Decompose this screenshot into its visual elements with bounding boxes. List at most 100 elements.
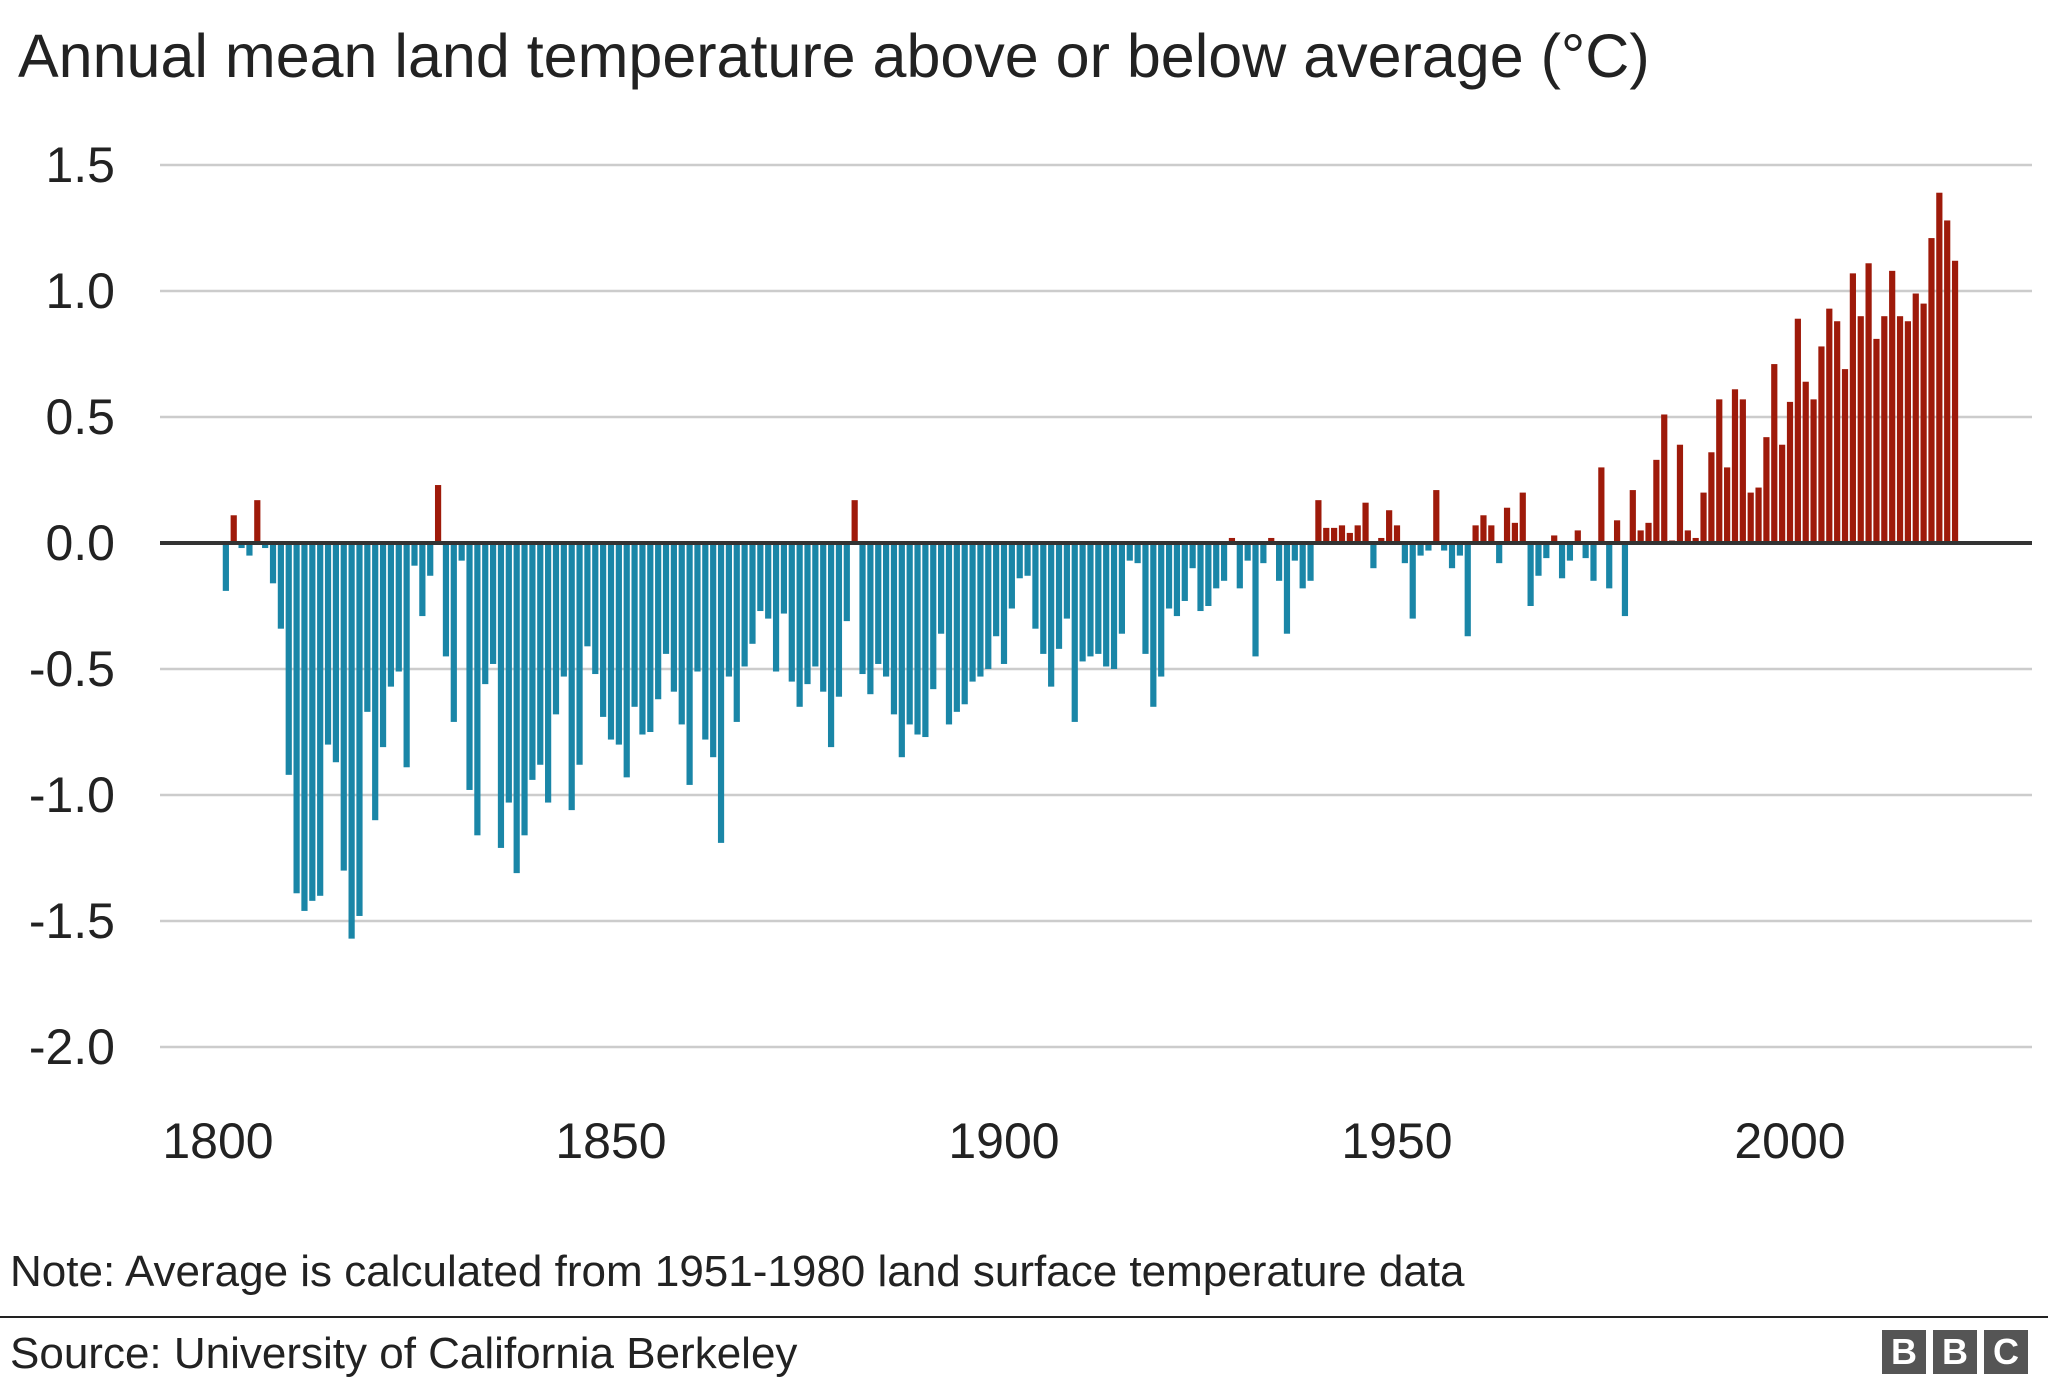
bar — [717, 543, 725, 843]
bar — [1896, 316, 1904, 543]
bar — [1810, 399, 1817, 543]
bar — [961, 543, 968, 705]
bar — [1598, 467, 1605, 543]
bar — [584, 543, 591, 647]
bar — [1048, 543, 1055, 687]
bar — [843, 543, 850, 622]
bbc-logo: B B C — [1882, 1330, 2028, 1374]
bar — [1590, 543, 1597, 581]
bar — [576, 543, 583, 765]
bar — [1731, 389, 1739, 543]
bar — [1283, 543, 1291, 634]
bar — [269, 543, 277, 584]
bar — [1511, 522, 1518, 543]
bar — [309, 543, 316, 901]
bar — [765, 543, 772, 619]
bar — [1000, 543, 1008, 664]
bar — [301, 543, 308, 911]
bar — [427, 543, 434, 576]
bar — [285, 543, 292, 775]
chart-title: Annual mean land temperature above or be… — [18, 22, 1650, 90]
bar — [1158, 543, 1165, 677]
bar — [820, 543, 827, 692]
bar — [230, 515, 237, 543]
bar — [1378, 537, 1385, 543]
bar — [1252, 543, 1259, 657]
bar — [1338, 525, 1346, 543]
bar — [1558, 543, 1566, 579]
bar — [1551, 535, 1558, 543]
bar — [332, 543, 339, 763]
y-axis-tick-labels: 1.5 1.0 0.5 0.0 -0.5 -1.0 -1.5 -2.0 — [29, 137, 115, 1075]
bar — [1519, 492, 1526, 543]
bar — [1433, 490, 1440, 543]
bar — [1944, 220, 1951, 543]
bar — [1503, 507, 1511, 543]
bar — [1362, 502, 1369, 543]
bar — [387, 543, 395, 687]
bar — [1401, 543, 1408, 564]
bar — [1244, 543, 1251, 561]
bar — [796, 543, 803, 707]
bar — [1708, 452, 1715, 543]
bar — [867, 543, 874, 695]
bar — [1268, 537, 1275, 543]
bar — [411, 543, 418, 566]
bar — [1676, 444, 1684, 543]
bar — [1032, 543, 1039, 629]
bar — [662, 543, 670, 654]
bar — [1716, 399, 1723, 543]
bar — [993, 543, 1000, 637]
bar — [1331, 527, 1338, 543]
bar — [1008, 543, 1015, 609]
source-credit: Source: University of California Berkele… — [10, 1329, 798, 1378]
bar — [395, 543, 402, 672]
x-tick-label: 1950 — [1341, 1113, 1452, 1169]
bar — [348, 543, 355, 939]
bar-chart: 1.5 1.0 0.5 0.0 -0.5 -1.0 -1.5 -2.0 1800 1850 190… — [29, 137, 2032, 1169]
bar — [1464, 543, 1471, 637]
bar — [1802, 381, 1809, 543]
footer-divider — [0, 1316, 2048, 1318]
bar — [1417, 543, 1424, 556]
bar — [490, 543, 497, 664]
bar — [1354, 525, 1361, 543]
bar — [1574, 530, 1581, 543]
bar — [906, 543, 913, 725]
bar — [600, 543, 607, 717]
bar — [1276, 543, 1283, 581]
bbc-logo-letter: B — [1882, 1330, 1926, 1374]
bar — [497, 543, 505, 848]
bar — [474, 543, 481, 836]
bar — [1055, 543, 1063, 649]
bar — [607, 543, 615, 740]
bar — [254, 500, 261, 543]
bar — [749, 543, 756, 644]
bar — [1653, 459, 1660, 543]
bar — [1566, 543, 1574, 561]
bar — [364, 543, 371, 712]
bar — [521, 543, 528, 836]
bar — [1779, 444, 1786, 543]
bar — [1291, 543, 1298, 561]
bar — [1110, 543, 1118, 669]
bar — [356, 543, 363, 916]
bar — [835, 543, 843, 697]
bar — [458, 543, 465, 561]
bar — [552, 543, 560, 715]
bar — [1315, 500, 1322, 543]
bar — [324, 543, 332, 745]
bar — [560, 543, 567, 677]
bar — [545, 543, 552, 803]
bar — [1621, 543, 1629, 617]
bar — [922, 543, 929, 738]
bar — [1181, 543, 1188, 601]
bar — [1441, 543, 1448, 551]
bar — [1527, 543, 1534, 606]
bar — [1629, 490, 1636, 543]
bar — [442, 543, 450, 657]
bar — [898, 543, 905, 758]
bar — [537, 543, 544, 765]
bar — [1889, 270, 1896, 543]
bar — [1260, 543, 1267, 564]
